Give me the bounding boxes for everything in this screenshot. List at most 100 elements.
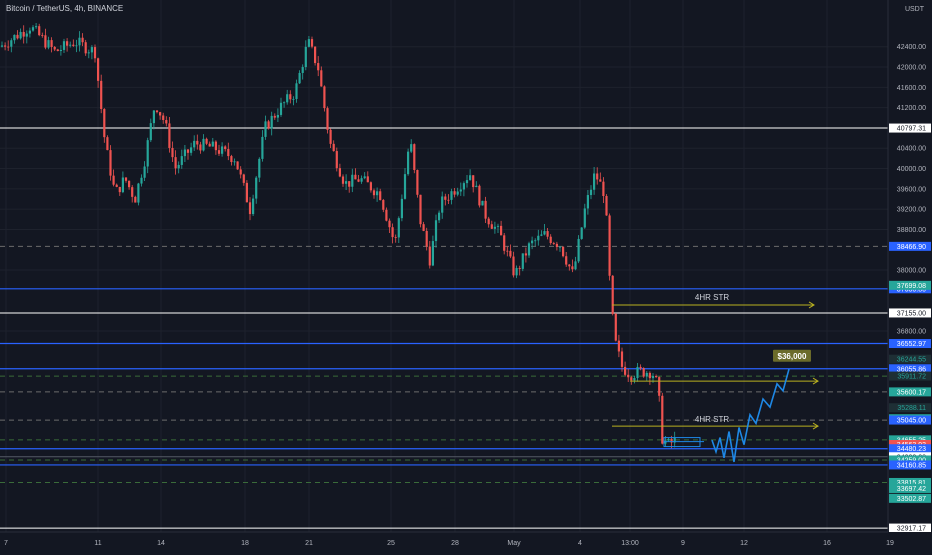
candle-body bbox=[329, 129, 332, 144]
price-level-label: 36244.55 bbox=[897, 357, 926, 364]
x-tick-label: 21 bbox=[305, 540, 313, 547]
x-tick-label: 14 bbox=[157, 540, 165, 547]
y-tick-label: 38000.00 bbox=[897, 268, 926, 275]
candle-body bbox=[431, 241, 434, 266]
candle-body bbox=[648, 372, 651, 379]
candle-body bbox=[552, 243, 555, 244]
x-tick-label: 13:00 bbox=[621, 540, 639, 547]
candle-body bbox=[360, 178, 363, 182]
candle-body bbox=[59, 49, 62, 52]
price-level-tag bbox=[889, 354, 931, 364]
candle-body bbox=[636, 366, 639, 379]
candle-body bbox=[283, 102, 286, 104]
candle-body bbox=[658, 377, 661, 396]
candle-body bbox=[134, 196, 137, 203]
candle-body bbox=[56, 49, 59, 52]
candle-body bbox=[25, 33, 28, 37]
candle-body bbox=[233, 161, 236, 163]
candle-body bbox=[118, 186, 121, 193]
candle-body bbox=[465, 180, 469, 184]
candle-body bbox=[490, 224, 493, 229]
candle-body bbox=[214, 141, 217, 151]
candle-body bbox=[292, 98, 295, 100]
candle-body bbox=[639, 366, 642, 369]
candle-body bbox=[338, 168, 341, 177]
candle-body bbox=[211, 141, 214, 147]
str-arrow-mid-head bbox=[812, 377, 819, 385]
candle-body bbox=[394, 237, 397, 238]
candle-body bbox=[382, 200, 385, 210]
candle-body bbox=[403, 174, 407, 199]
candle-body bbox=[31, 27, 35, 31]
candles bbox=[0, 23, 676, 449]
candle-body bbox=[245, 182, 248, 203]
candle-body bbox=[459, 189, 462, 192]
candle-body bbox=[419, 194, 422, 225]
candle-body bbox=[295, 83, 298, 99]
y-tick-label: 39600.00 bbox=[897, 186, 926, 193]
candle-body bbox=[221, 146, 224, 154]
candle-body bbox=[310, 39, 314, 47]
candle-body bbox=[320, 70, 323, 87]
price-level-tag bbox=[889, 364, 931, 374]
candle-body bbox=[568, 264, 571, 267]
candle-body bbox=[4, 45, 7, 47]
candle-body bbox=[168, 123, 171, 148]
candle-body bbox=[614, 313, 617, 341]
candle-body bbox=[196, 140, 199, 145]
y-tick-label: 40000.00 bbox=[897, 166, 926, 173]
candle-body bbox=[524, 253, 527, 256]
candle-body bbox=[518, 267, 521, 269]
candle-body bbox=[155, 110, 159, 113]
candle-body bbox=[348, 181, 351, 187]
price-axis: USDT 42400.00 42000.00 41600.00 41200.00 4040… bbox=[887, 0, 932, 533]
price-level-label: 35045.00 bbox=[897, 418, 926, 425]
str-arrow-1-head bbox=[808, 301, 815, 309]
candle-body bbox=[90, 47, 93, 53]
candle-body bbox=[410, 144, 413, 152]
candle-body bbox=[326, 108, 329, 130]
x-tick-label: 12 bbox=[740, 540, 748, 547]
candle-body bbox=[100, 80, 103, 110]
candle-body bbox=[202, 138, 205, 151]
candle-body bbox=[484, 200, 487, 219]
price-level-tag bbox=[889, 460, 931, 470]
candle-body bbox=[248, 202, 252, 215]
candle-body bbox=[165, 119, 168, 124]
candle-body bbox=[586, 195, 589, 209]
price-level-tag bbox=[889, 523, 931, 533]
candle-body bbox=[642, 368, 645, 377]
candle-body bbox=[493, 226, 496, 229]
drawings: 4HR STR 4HR STR $36,000 bbox=[612, 293, 819, 463]
candle-body bbox=[341, 176, 345, 184]
candle-body bbox=[475, 185, 478, 188]
candle-body bbox=[143, 166, 146, 178]
candle-body bbox=[512, 256, 515, 276]
candle-body bbox=[602, 181, 605, 197]
candle-body bbox=[345, 181, 348, 184]
projection-path bbox=[711, 368, 790, 463]
candle-body bbox=[112, 175, 115, 185]
candle-body bbox=[137, 183, 140, 203]
candle-body bbox=[549, 236, 552, 244]
y-tick-label: 42400.00 bbox=[897, 44, 926, 51]
candle-body bbox=[478, 185, 481, 206]
price-level-label: 32917.17 bbox=[897, 526, 926, 533]
candle-body bbox=[66, 41, 69, 46]
candle-body bbox=[630, 377, 633, 381]
candle-body bbox=[357, 179, 360, 182]
candle-body bbox=[438, 212, 441, 221]
candle-body bbox=[496, 225, 500, 227]
x-tick-label: 9 bbox=[681, 540, 685, 547]
price-level-label: 40797.31 bbox=[897, 126, 926, 133]
candle-body bbox=[224, 146, 227, 150]
candle-body bbox=[354, 174, 357, 180]
price-level-label: 35288.11 bbox=[897, 405, 926, 412]
x-tick-label: 25 bbox=[387, 540, 395, 547]
candle-body bbox=[186, 149, 190, 153]
candle-body bbox=[205, 138, 208, 144]
price-level-label: 33697.42 bbox=[897, 486, 926, 493]
price-level-label: 37155.00 bbox=[897, 310, 926, 317]
